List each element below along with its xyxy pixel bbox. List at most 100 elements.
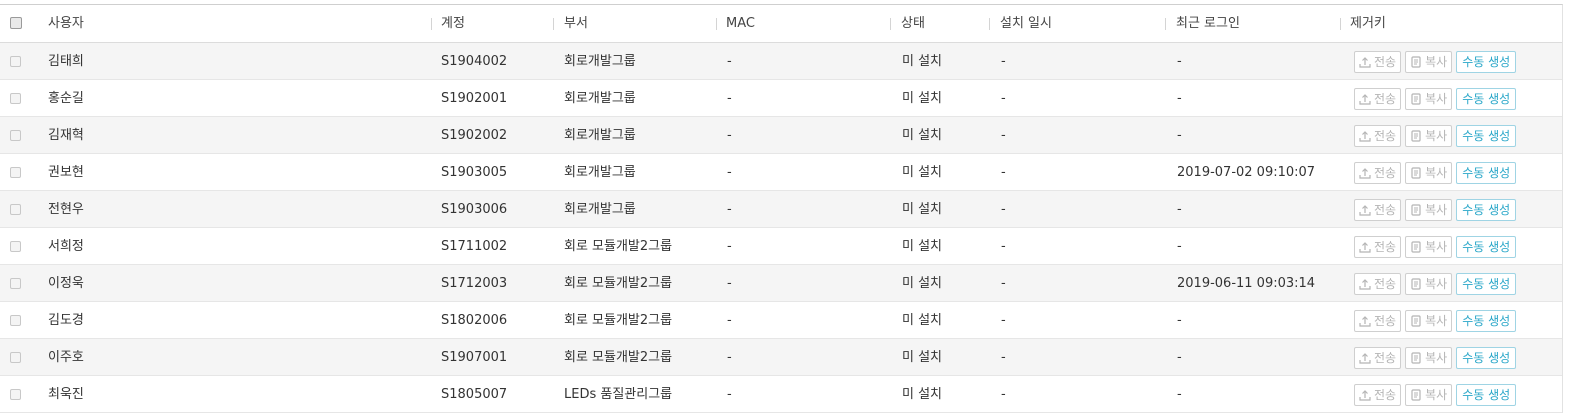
copy-icon — [1411, 130, 1421, 142]
row-actions: 전송 복사 수동 생성 — [1354, 384, 1517, 406]
copy-button[interactable]: 복사 — [1405, 236, 1453, 258]
send-button[interactable]: 전송 — [1354, 236, 1402, 258]
copy-button[interactable]: 복사 — [1405, 125, 1453, 147]
copy-label: 복사 — [1425, 92, 1448, 106]
manual-generate-button[interactable]: 수동 생성 — [1456, 310, 1517, 332]
row-checkbox[interactable] — [10, 167, 21, 178]
table-row[interactable]: 김태희 S1904002 회로개발그룹 - 미 설치 - - 전송 복사 수동 … — [0, 43, 1562, 80]
install-date: - — [1001, 239, 1006, 254]
table-row[interactable]: 최욱진 S1805007 LEDs 품질관리그룹 - 미 설치 - - 전송 복… — [0, 376, 1562, 413]
column-header-mac[interactable]: MAC — [726, 16, 755, 31]
manual-generate-button[interactable]: 수동 생성 — [1456, 199, 1517, 221]
mac-address: - — [727, 387, 732, 402]
row-checkbox[interactable] — [10, 352, 21, 363]
send-button[interactable]: 전송 — [1354, 51, 1402, 73]
copy-button[interactable]: 복사 — [1405, 384, 1453, 406]
column-divider[interactable] — [716, 18, 717, 30]
manual-generate-button[interactable]: 수동 생성 — [1456, 236, 1517, 258]
last-login: - — [1177, 54, 1182, 69]
copy-button[interactable]: 복사 — [1405, 88, 1453, 110]
table-row[interactable]: 김재혁 S1902002 회로개발그룹 - 미 설치 - - 전송 복사 수동 … — [0, 117, 1562, 154]
table-row[interactable]: 홍순길 S1902001 회로개발그룹 - 미 설치 - - 전송 복사 수동 … — [0, 80, 1562, 117]
send-button[interactable]: 전송 — [1354, 310, 1402, 332]
upload-icon — [1359, 94, 1371, 105]
column-divider[interactable] — [1165, 18, 1166, 30]
column-header-user[interactable]: 사용자 — [48, 16, 84, 31]
column-header-last-login[interactable]: 최근 로그인 — [1176, 16, 1240, 31]
row-checkbox[interactable] — [10, 56, 21, 67]
manual-generate-button[interactable]: 수동 생성 — [1456, 88, 1517, 110]
copy-button[interactable]: 복사 — [1405, 310, 1453, 332]
row-actions: 전송 복사 수동 생성 — [1354, 236, 1517, 258]
column-header-status[interactable]: 상태 — [901, 16, 925, 31]
send-button[interactable]: 전송 — [1354, 162, 1402, 184]
row-checkbox[interactable] — [10, 278, 21, 289]
manual-generate-button[interactable]: 수동 생성 — [1456, 125, 1517, 147]
copy-label: 복사 — [1425, 388, 1448, 402]
row-checkbox[interactable] — [10, 93, 21, 104]
mac-address: - — [727, 350, 732, 365]
row-checkbox[interactable] — [10, 315, 21, 326]
row-checkbox[interactable] — [10, 241, 21, 252]
copy-button[interactable]: 복사 — [1405, 273, 1453, 295]
copy-label: 복사 — [1425, 351, 1448, 365]
send-label: 전송 — [1374, 129, 1397, 143]
row-checkbox[interactable] — [10, 130, 21, 141]
manual-generate-button[interactable]: 수동 생성 — [1456, 162, 1517, 184]
install-status: 미 설치 — [902, 313, 943, 328]
column-header-remover[interactable]: 제거키 — [1350, 16, 1386, 31]
install-date: - — [1001, 276, 1006, 291]
column-header-dept[interactable]: 부서 — [564, 16, 588, 31]
column-divider[interactable] — [1340, 18, 1341, 30]
manual-generate-button[interactable]: 수동 생성 — [1456, 51, 1517, 73]
table-row[interactable]: 김도경 S1802006 회로 모듈개발2그룹 - 미 설치 - - 전송 복사… — [0, 302, 1562, 339]
send-label: 전송 — [1374, 314, 1397, 328]
send-button[interactable]: 전송 — [1354, 384, 1402, 406]
account-id: S1712003 — [441, 276, 508, 291]
column-header-install-date[interactable]: 설치 일시 — [1000, 16, 1052, 31]
send-label: 전송 — [1374, 92, 1397, 106]
table-row[interactable]: 이주호 S1907001 회로 모듈개발2그룹 - 미 설치 - - 전송 복사… — [0, 339, 1562, 376]
send-label: 전송 — [1374, 55, 1397, 69]
row-actions: 전송 복사 수동 생성 — [1354, 273, 1517, 295]
row-checkbox[interactable] — [10, 204, 21, 215]
table-row[interactable]: 전현우 S1903006 회로개발그룹 - 미 설치 - - 전송 복사 수동 … — [0, 191, 1562, 228]
column-header-account[interactable]: 계정 — [441, 16, 465, 31]
table-row[interactable]: 서희정 S1711002 회로 모듈개발2그룹 - 미 설치 - - 전송 복사… — [0, 228, 1562, 265]
column-divider[interactable] — [890, 18, 891, 30]
install-date: - — [1001, 202, 1006, 217]
table-row[interactable]: 권보현 S1903005 회로개발그룹 - 미 설치 - 2019-07-02 … — [0, 154, 1562, 191]
copy-icon — [1411, 93, 1421, 105]
send-button[interactable]: 전송 — [1354, 88, 1402, 110]
manual-generate-button[interactable]: 수동 생성 — [1456, 273, 1517, 295]
manual-generate-button[interactable]: 수동 생성 — [1456, 347, 1517, 369]
row-actions: 전송 복사 수동 생성 — [1354, 88, 1517, 110]
send-button[interactable]: 전송 — [1354, 199, 1402, 221]
row-actions: 전송 복사 수동 생성 — [1354, 199, 1517, 221]
upload-icon — [1359, 242, 1371, 253]
install-status: 미 설치 — [902, 128, 943, 143]
copy-icon — [1411, 241, 1421, 253]
copy-label: 복사 — [1425, 277, 1448, 291]
send-button[interactable]: 전송 — [1354, 347, 1402, 369]
send-button[interactable]: 전송 — [1354, 273, 1402, 295]
user-name: 김도경 — [48, 313, 84, 328]
column-divider[interactable] — [431, 18, 432, 30]
send-label: 전송 — [1374, 388, 1397, 402]
upload-icon — [1359, 205, 1371, 216]
manual-generate-button[interactable]: 수동 생성 — [1456, 384, 1517, 406]
copy-button[interactable]: 복사 — [1405, 162, 1453, 184]
copy-button[interactable]: 복사 — [1405, 199, 1453, 221]
install-status: 미 설치 — [902, 91, 943, 106]
copy-button[interactable]: 복사 — [1405, 347, 1453, 369]
copy-icon — [1411, 56, 1421, 68]
column-divider[interactable] — [989, 18, 990, 30]
column-divider[interactable] — [553, 18, 554, 30]
send-button[interactable]: 전송 — [1354, 125, 1402, 147]
row-checkbox[interactable] — [10, 389, 21, 400]
table-row[interactable]: 이정욱 S1712003 회로 모듈개발2그룹 - 미 설치 - 2019-06… — [0, 265, 1562, 302]
last-login: - — [1177, 387, 1182, 402]
copy-button[interactable]: 복사 — [1405, 51, 1453, 73]
select-all-checkbox[interactable] — [10, 17, 22, 29]
account-id: S1904002 — [441, 54, 508, 69]
